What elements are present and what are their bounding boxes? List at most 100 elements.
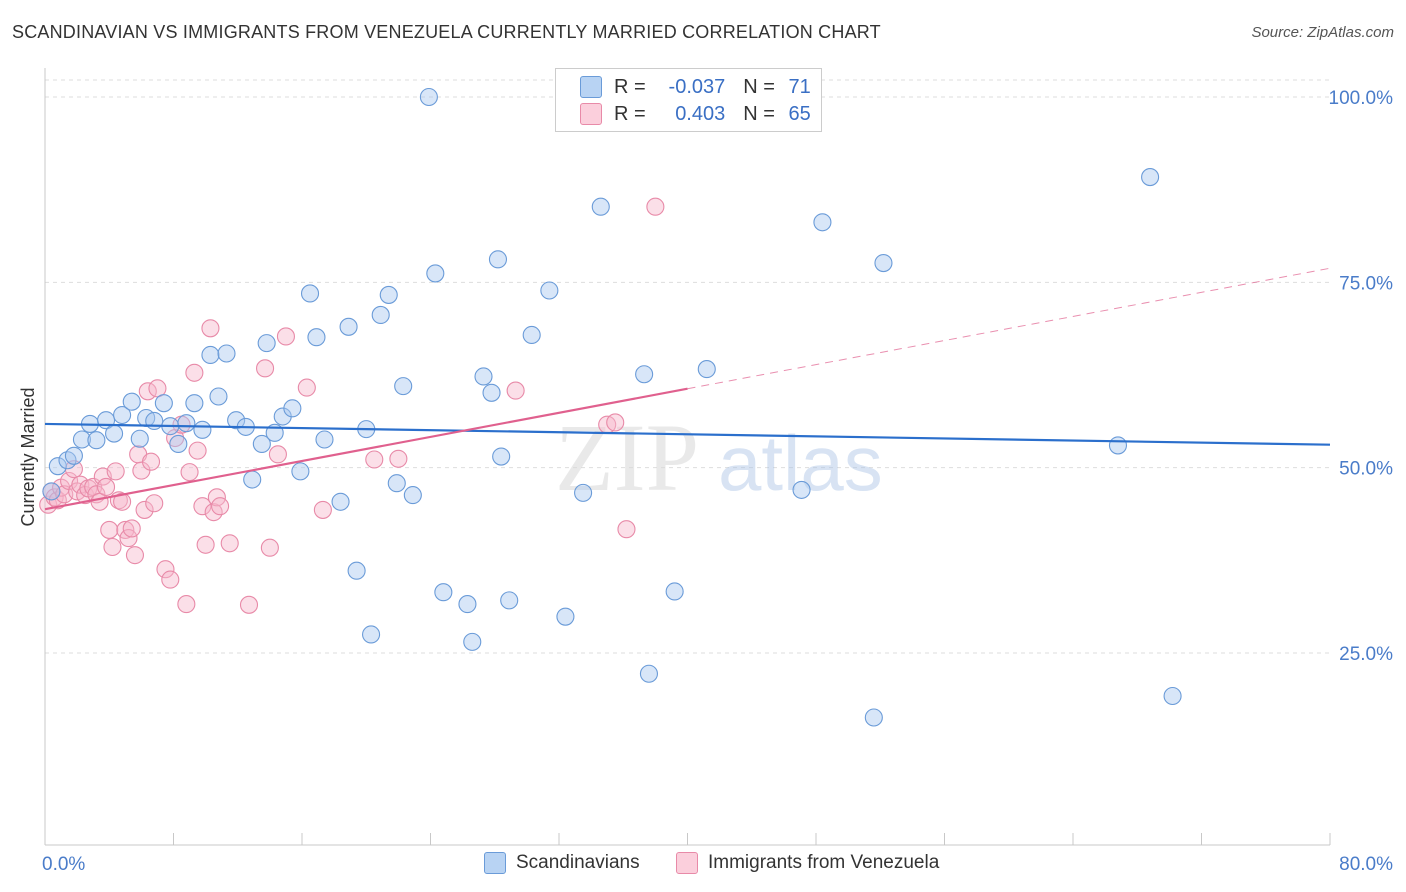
data-point	[177, 414, 196, 433]
tick-labels: 25.0% 50.0% 75.0% 100.0% 0.0% 80.0%	[42, 88, 1393, 875]
data-point	[122, 519, 141, 538]
data-point	[260, 538, 279, 557]
x-tick-label: 80.0%	[1339, 854, 1393, 875]
data-point	[211, 497, 230, 516]
source-label: Source: ZipAtlas.com	[1251, 24, 1394, 41]
data-point	[185, 363, 204, 382]
legend-r-value: -0.037	[668, 75, 726, 98]
data-point	[458, 595, 477, 614]
data-point	[113, 492, 132, 511]
grid-lines	[45, 79, 1330, 654]
data-point	[268, 445, 287, 464]
data-point	[113, 405, 132, 425]
data-point	[1141, 168, 1160, 187]
data-point	[156, 560, 175, 579]
data-point	[574, 483, 593, 502]
data-point	[556, 607, 575, 626]
legend-swatch-pink	[580, 103, 602, 125]
data-point	[193, 497, 212, 516]
data-point	[813, 213, 832, 232]
data-point	[291, 462, 310, 481]
data-point	[145, 494, 164, 513]
data-point	[864, 708, 883, 727]
data-point	[39, 495, 58, 514]
data-point	[394, 377, 413, 396]
data-point	[154, 394, 173, 413]
data-point	[387, 474, 406, 493]
y-tick-label: 25.0%	[1339, 644, 1393, 665]
data-point	[482, 383, 501, 402]
trend-line-1	[44, 387, 688, 511]
data-point	[389, 449, 408, 468]
data-point	[227, 411, 246, 430]
data-point	[169, 434, 188, 453]
legend-n-label: N =	[743, 102, 775, 125]
legend-swatch-blue	[484, 852, 506, 874]
data-point	[697, 360, 716, 379]
data-point	[188, 441, 207, 460]
data-point	[639, 664, 659, 683]
watermark-zip: ZIP	[555, 404, 699, 511]
data-point	[256, 359, 275, 378]
data-point	[72, 430, 91, 449]
y-tick-label: 50.0%	[1339, 459, 1393, 480]
trend-line-extension-1	[687, 267, 1331, 390]
legend-n-label: N =	[743, 75, 775, 98]
data-point	[540, 281, 559, 300]
data-point	[463, 632, 482, 651]
data-point	[96, 477, 116, 496]
watermark-atlas: atlas	[718, 419, 883, 507]
data-point	[1108, 436, 1128, 455]
data-point	[434, 583, 453, 602]
data-point	[276, 327, 295, 346]
correlation-legend: R = -0.037 N = 71 R = 0.403 N = 65	[555, 68, 822, 132]
data-point	[220, 534, 239, 553]
data-point	[209, 387, 228, 406]
data-point	[141, 452, 161, 471]
watermark: ZIP atlas	[555, 404, 883, 511]
data-point	[125, 546, 144, 565]
y-tick-label: 100.0%	[1329, 88, 1394, 109]
legend-r-value: 0.403	[675, 102, 726, 125]
data-point	[130, 429, 149, 448]
axes	[44, 68, 1331, 846]
data-point	[48, 457, 67, 476]
data-point	[488, 250, 508, 269]
data-point	[196, 535, 215, 554]
legend-n-value: 65	[788, 102, 811, 125]
data-point	[365, 450, 384, 469]
data-point	[161, 570, 180, 589]
data-point	[426, 264, 445, 283]
data-point	[492, 447, 511, 466]
data-point	[135, 500, 154, 519]
data-point	[239, 595, 259, 614]
data-point	[792, 480, 811, 499]
trend-lines	[44, 267, 1331, 511]
data-point	[635, 365, 654, 384]
data-point	[522, 325, 541, 345]
chart-title: SCANDINAVIAN VS IMMIGRANTS FROM VENEZUEL…	[12, 22, 881, 42]
data-point	[617, 520, 636, 539]
data-point	[419, 87, 438, 107]
y-tick-label: 75.0%	[1339, 273, 1393, 294]
legend-item-scandinavians: Scandinavians	[484, 852, 640, 874]
legend-label-venezuela: Immigrants from Venezuela	[708, 852, 940, 873]
data-point	[506, 381, 525, 400]
data-point	[100, 520, 119, 539]
legend-n-value: 71	[788, 75, 811, 98]
data-point	[145, 411, 164, 431]
data-point	[500, 591, 519, 610]
data-point	[297, 378, 316, 397]
data-point	[105, 424, 124, 443]
data-point	[646, 197, 665, 216]
series-venezuela-points	[39, 197, 665, 614]
data-point	[331, 492, 350, 511]
data-point	[379, 285, 398, 304]
data-point	[362, 625, 381, 644]
y-axis-label: Currently Married	[18, 387, 38, 526]
data-point	[106, 462, 125, 481]
data-point	[64, 446, 83, 465]
data-point	[103, 537, 122, 557]
data-point	[122, 392, 141, 411]
